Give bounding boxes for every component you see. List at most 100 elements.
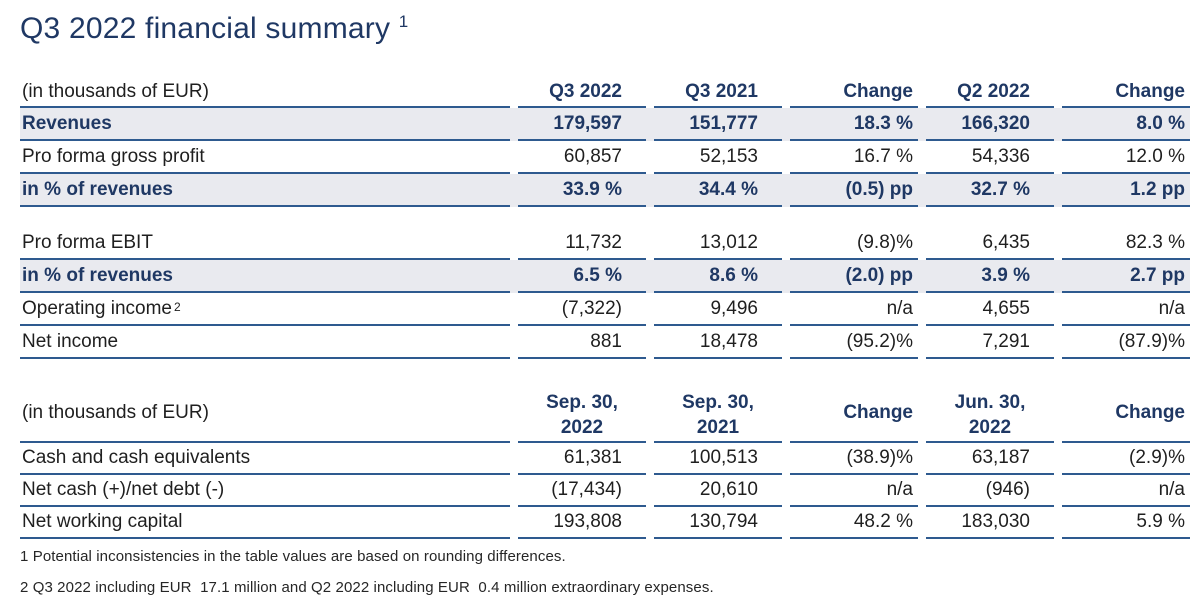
row-label: Pro forma EBIT <box>20 227 510 260</box>
row-label: in % of revenues <box>20 260 510 293</box>
table-row-net-income: Net income 881 18,478 (95.2)% 7,291 (87.… <box>20 326 1190 359</box>
cell-value: 6.5 % <box>518 260 646 293</box>
row-label: Cash and cash equivalents <box>20 443 510 475</box>
cell-value: (9.8)% <box>790 227 918 260</box>
cell-value: n/a <box>1062 293 1190 326</box>
header-line2: 2021 <box>696 417 740 438</box>
cell-value: 3.9 % <box>926 260 1054 293</box>
row-label: Operating income 2 <box>20 293 510 326</box>
cell-value: (87.9)% <box>1062 326 1190 359</box>
row-label: Revenues <box>20 108 510 141</box>
table-row-net-cash-debt: Net cash (+)/net debt (-) (17,434) 20,61… <box>20 475 1190 507</box>
row-label-text: Operating income <box>22 297 172 319</box>
table1-header-row: (in thousands of EUR) Q3 2022 Q3 2021 Ch… <box>20 72 1190 108</box>
cell-value: 6,435 <box>926 227 1054 260</box>
cell-value: 82.3 % <box>1062 227 1190 260</box>
row-label: Net income <box>20 326 510 359</box>
cell-value: 16.7 % <box>790 141 918 174</box>
cell-value: 5.9 % <box>1062 507 1190 539</box>
table-row-revenues: Revenues 179,597 151,777 18.3 % 166,320 … <box>20 108 1190 141</box>
header-line2: 2022 <box>560 417 604 438</box>
page-title-footnote-ref: 1 <box>398 12 409 31</box>
cell-value: 8.0 % <box>1062 108 1190 141</box>
cell-value: n/a <box>790 475 918 507</box>
table2-unit-label: (in thousands of EUR) <box>20 385 510 443</box>
table-row-ebit-margin: in % of revenues 6.5 % 8.6 % (2.0) pp 3.… <box>20 260 1190 293</box>
cell-value: 1.2 pp <box>1062 174 1190 207</box>
page-title-text: Q3 2022 financial summary <box>20 12 391 45</box>
cell-value: (38.9)% <box>790 443 918 475</box>
cell-value: n/a <box>1062 475 1190 507</box>
cell-value: 11,732 <box>518 227 646 260</box>
cell-value: 20,610 <box>654 475 782 507</box>
cell-value: 151,777 <box>654 108 782 141</box>
header-line1: Jun. 30, <box>954 392 1026 413</box>
cell-value: (7,322) <box>518 293 646 326</box>
cell-value: (2.0) pp <box>790 260 918 293</box>
cell-value: (0.5) pp <box>790 174 918 207</box>
cell-value: 9,496 <box>654 293 782 326</box>
cell-value: n/a <box>790 293 918 326</box>
row-label: Net working capital <box>20 507 510 539</box>
cell-value: (17,434) <box>518 475 646 507</box>
cell-value: 48.2 % <box>790 507 918 539</box>
cell-value: (2.9)% <box>1062 443 1190 475</box>
cell-value: 33.9 % <box>518 174 646 207</box>
table1-col-change-1: Change <box>790 72 918 108</box>
cell-value: 166,320 <box>926 108 1054 141</box>
cell-value: 2.7 pp <box>1062 260 1190 293</box>
cell-value: 32.7 % <box>926 174 1054 207</box>
cell-value: 193,808 <box>518 507 646 539</box>
page-title: Q3 2022 financial summary 1 <box>20 12 1200 46</box>
table2-col-sep-30-2021: Sep. 30, 2021 <box>654 385 782 443</box>
cell-value: 61,381 <box>518 443 646 475</box>
cell-value: 34.4 % <box>654 174 782 207</box>
cell-value: 63,187 <box>926 443 1054 475</box>
cell-value: (95.2)% <box>790 326 918 359</box>
cell-value: 881 <box>518 326 646 359</box>
footnotes: 1 Potential inconsistencies in the table… <box>20 548 1200 596</box>
table1-col-q3-2021: Q3 2021 <box>654 72 782 108</box>
cell-value: 18,478 <box>654 326 782 359</box>
table2-col-sep-30-2022: Sep. 30, 2022 <box>518 385 646 443</box>
header-line1: Sep. 30, <box>682 392 754 413</box>
row-label: in % of revenues <box>20 174 510 207</box>
table2-header-row: (in thousands of EUR) Sep. 30, 2022 Sep.… <box>20 385 1190 443</box>
cell-value: 13,012 <box>654 227 782 260</box>
cell-value: 18.3 % <box>790 108 918 141</box>
row-label: Pro forma gross profit <box>20 141 510 174</box>
cell-value: (946) <box>926 475 1054 507</box>
header-line1: Sep. 30, <box>546 392 618 413</box>
table2-col-change-2: Change <box>1062 385 1190 443</box>
cell-value: 8.6 % <box>654 260 782 293</box>
footnote-1: 1 Potential inconsistencies in the table… <box>20 548 566 565</box>
cell-value: 7,291 <box>926 326 1054 359</box>
table-row-gross-profit: Pro forma gross profit 60,857 52,153 16.… <box>20 141 1190 174</box>
quarterly-summary-table: (in thousands of EUR) Q3 2022 Q3 2021 Ch… <box>20 72 1190 359</box>
table1-col-q2-2022: Q2 2022 <box>926 72 1054 108</box>
cell-value: 52,153 <box>654 141 782 174</box>
cell-value: 60,857 <box>518 141 646 174</box>
cell-value: 179,597 <box>518 108 646 141</box>
cell-value: 12.0 % <box>1062 141 1190 174</box>
table2-col-jun-30-2022: Jun. 30, 2022 <box>926 385 1054 443</box>
header-line2: 2022 <box>968 417 1012 438</box>
table-row-gross-margin: in % of revenues 33.9 % 34.4 % (0.5) pp … <box>20 174 1190 207</box>
table-row-operating-income: Operating income 2 (7,322) 9,496 n/a 4,65… <box>20 293 1190 326</box>
balance-sheet-table: (in thousands of EUR) Sep. 30, 2022 Sep.… <box>20 385 1190 539</box>
table-section-spacer <box>20 207 1190 227</box>
cell-value: 130,794 <box>654 507 782 539</box>
footnote-ref: 2 <box>173 299 181 314</box>
cell-value: 54,336 <box>926 141 1054 174</box>
table-row-cash-equivalents: Cash and cash equivalents 61,381 100,513… <box>20 443 1190 475</box>
table-row-net-working-capital: Net working capital 193,808 130,794 48.2… <box>20 507 1190 539</box>
table2-col-change-1: Change <box>790 385 918 443</box>
table-row-ebit: Pro forma EBIT 11,732 13,012 (9.8)% 6,43… <box>20 227 1190 260</box>
footnote-2: 2 Q3 2022 including EUR 17.1 million and… <box>20 579 714 596</box>
cell-value: 183,030 <box>926 507 1054 539</box>
table1-col-q3-2022: Q3 2022 <box>518 72 646 108</box>
row-label: Net cash (+)/net debt (-) <box>20 475 510 507</box>
table1-col-change-2: Change <box>1062 72 1190 108</box>
cell-value: 4,655 <box>926 293 1054 326</box>
